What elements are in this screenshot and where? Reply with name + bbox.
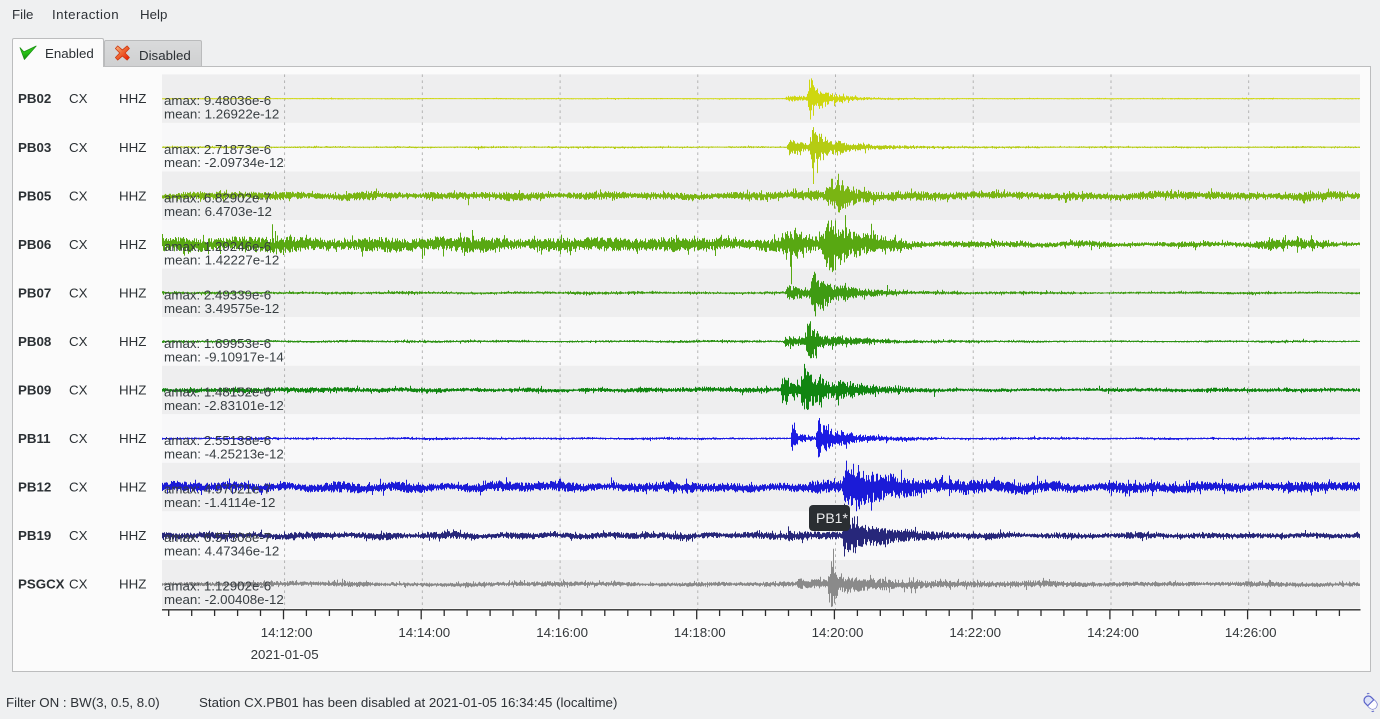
svg-text:mean: 6.4703e-12: mean: 6.4703e-12 bbox=[164, 204, 272, 219]
svg-text:HHZ: HHZ bbox=[119, 188, 146, 203]
svg-text:amax: 6.57308e-7: amax: 6.57308e-7 bbox=[164, 530, 271, 545]
svg-text:PB03: PB03 bbox=[18, 140, 51, 155]
svg-text:mean: -2.83101e-12: mean: -2.83101e-12 bbox=[164, 398, 284, 413]
svg-text:CX: CX bbox=[69, 91, 88, 106]
svg-text:HHZ: HHZ bbox=[119, 480, 146, 495]
svg-text:14:20:00: 14:20:00 bbox=[812, 625, 864, 640]
svg-text:CX: CX bbox=[69, 285, 88, 300]
svg-text:mean: -2.09734e-12: mean: -2.09734e-12 bbox=[164, 155, 284, 170]
svg-text:CX: CX bbox=[69, 431, 88, 446]
svg-text:amax: 6.82902e-7: amax: 6.82902e-7 bbox=[164, 190, 271, 205]
svg-text:amax: 1.69953e-6: amax: 1.69953e-6 bbox=[164, 336, 271, 351]
svg-text:2021-01-05: 2021-01-05 bbox=[251, 647, 319, 662]
svg-text:amax: 2.71873e-6: amax: 2.71873e-6 bbox=[164, 142, 271, 157]
svg-text:mean: 1.26922e-12: mean: 1.26922e-12 bbox=[164, 107, 279, 122]
svg-text:HHZ: HHZ bbox=[119, 91, 146, 106]
svg-text:CX: CX bbox=[69, 237, 88, 252]
svg-text:amax: 4.97021e-7: amax: 4.97021e-7 bbox=[164, 482, 271, 497]
svg-text:CX: CX bbox=[69, 188, 88, 203]
svg-text:amax: 1.12902e-6: amax: 1.12902e-6 bbox=[164, 579, 271, 594]
svg-text:HHZ: HHZ bbox=[119, 334, 146, 349]
svg-text:14:26:00: 14:26:00 bbox=[1225, 625, 1277, 640]
svg-text:14:14:00: 14:14:00 bbox=[398, 625, 450, 640]
svg-text:HHZ: HHZ bbox=[119, 140, 146, 155]
svg-text:amax: 1.48152e-6: amax: 1.48152e-6 bbox=[164, 385, 271, 400]
svg-text:amax: 9.48036e-6: amax: 9.48036e-6 bbox=[164, 93, 271, 108]
svg-text:amax: 2.49339e-6: amax: 2.49339e-6 bbox=[164, 287, 271, 302]
svg-text:CX: CX bbox=[69, 383, 88, 398]
svg-text:HHZ: HHZ bbox=[119, 383, 146, 398]
svg-text:amax: 1.29246e-6: amax: 1.29246e-6 bbox=[164, 239, 271, 254]
svg-text:14:16:00: 14:16:00 bbox=[536, 625, 588, 640]
svg-text:14:22:00: 14:22:00 bbox=[949, 625, 1001, 640]
svg-text:PB05: PB05 bbox=[18, 188, 52, 203]
svg-text:CX: CX bbox=[69, 140, 88, 155]
svg-text:14:18:00: 14:18:00 bbox=[674, 625, 726, 640]
svg-text:PSGCX: PSGCX bbox=[18, 577, 65, 592]
svg-text:PB19: PB19 bbox=[18, 528, 51, 543]
svg-text:14:24:00: 14:24:00 bbox=[1087, 625, 1139, 640]
svg-text:mean: -4.25213e-12: mean: -4.25213e-12 bbox=[164, 447, 284, 462]
svg-text:CX: CX bbox=[69, 334, 88, 349]
svg-text:mean: -2.00408e-12: mean: -2.00408e-12 bbox=[164, 592, 284, 607]
svg-text:PB06: PB06 bbox=[18, 237, 51, 252]
svg-text:mean: -1.4114e-12: mean: -1.4114e-12 bbox=[164, 495, 275, 510]
svg-text:CX: CX bbox=[69, 480, 88, 495]
svg-text:HHZ: HHZ bbox=[119, 431, 146, 446]
svg-text:mean: 3.49575e-12: mean: 3.49575e-12 bbox=[164, 301, 279, 316]
svg-text:PB07: PB07 bbox=[18, 285, 51, 300]
svg-text:mean: -9.10917e-14: mean: -9.10917e-14 bbox=[164, 349, 284, 364]
svg-text:amax: 2.55138e-6: amax: 2.55138e-6 bbox=[164, 433, 271, 448]
svg-text:PB11: PB11 bbox=[18, 431, 51, 446]
svg-text:PB09: PB09 bbox=[18, 383, 51, 398]
svg-text:HHZ: HHZ bbox=[119, 528, 146, 543]
svg-text:PB02: PB02 bbox=[18, 91, 51, 106]
svg-text:mean: 1.42227e-12: mean: 1.42227e-12 bbox=[164, 252, 279, 267]
svg-text:HHZ: HHZ bbox=[119, 577, 146, 592]
svg-text:mean: 4.47346e-12: mean: 4.47346e-12 bbox=[164, 544, 279, 559]
svg-text:CX: CX bbox=[69, 528, 88, 543]
svg-text:CX: CX bbox=[69, 577, 88, 592]
svg-text:HHZ: HHZ bbox=[119, 285, 146, 300]
svg-text:PB12: PB12 bbox=[18, 480, 51, 495]
svg-text:HHZ: HHZ bbox=[119, 237, 146, 252]
svg-text:14:12:00: 14:12:00 bbox=[261, 625, 313, 640]
svg-text:PB08: PB08 bbox=[18, 334, 51, 349]
